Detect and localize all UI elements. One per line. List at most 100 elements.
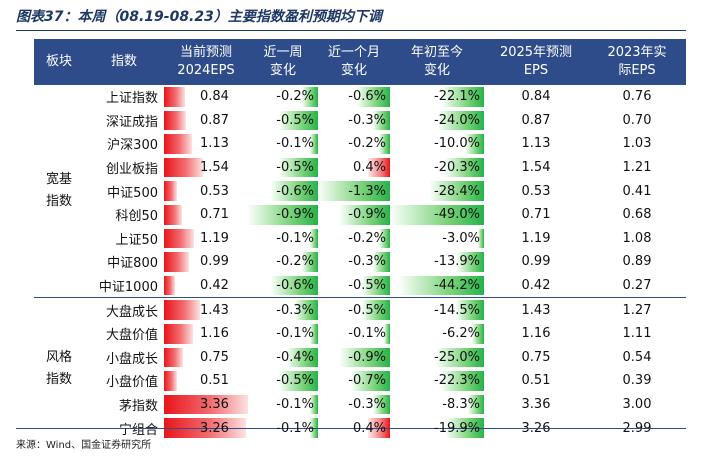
- eps-2025-value: 0.75: [521, 349, 551, 365]
- eps-forecast-table: 板块 指数 当前预测 2024EPS 近一周 变化 近一个月 变化 年初至今 变化 20…: [34, 39, 686, 440]
- eps-2025-value: 1.54: [521, 160, 551, 176]
- eps-bar: [164, 275, 175, 296]
- week-bar: [286, 347, 318, 368]
- cell-month: -0.2%: [318, 227, 390, 251]
- month-value: -0.3%: [348, 112, 386, 128]
- eps-2025-value: 0.53: [521, 183, 551, 199]
- cell-month: -0.1%: [318, 322, 390, 346]
- eps-value: 0.53: [200, 183, 229, 199]
- eps-2023-value: 0.27: [622, 278, 652, 294]
- week-value: -0.1%: [276, 397, 314, 413]
- ytd-bar: [436, 347, 484, 368]
- month-bar: [362, 275, 390, 296]
- ytd-value: -49.0%: [434, 207, 480, 223]
- ytd-value: -6.2%: [442, 326, 480, 342]
- eps-2025-value: 0.42: [521, 278, 551, 294]
- eps-value: 1.16: [200, 326, 229, 342]
- month-value: -0.9%: [348, 349, 386, 365]
- table-row: 大盘价值 1.16 -0.1% -0.1% -6.2% 1.16 1.11: [34, 322, 686, 346]
- ytd-value: -28.4%: [434, 183, 480, 199]
- week-bar: [271, 275, 318, 296]
- week-bar: [271, 181, 318, 201]
- week-bar: [310, 394, 318, 415]
- month-bar: [378, 228, 390, 249]
- eps-bar: [164, 110, 186, 131]
- eps-bar: [164, 204, 182, 225]
- source-note: 来源：Wind、国金证券研究所: [16, 440, 152, 451]
- cell-eps: 3.26: [164, 416, 248, 440]
- eps-2025-value: 0.99: [521, 254, 551, 270]
- eps-bar: [164, 252, 189, 272]
- ytd-bar: [437, 110, 484, 131]
- month-bar: [378, 134, 390, 154]
- group-label: 宽基 指数: [34, 85, 84, 298]
- bottom-rule: [16, 428, 686, 429]
- eps-2023-value: 0.89: [622, 254, 652, 270]
- cell-week: -0.5%: [248, 156, 318, 180]
- eps-bar: [164, 300, 200, 320]
- table-row: 中证1000 0.42 -0.6% -0.5% -44.2% 0.42 0.27: [34, 274, 686, 298]
- eps-2025-value: 0.84: [521, 89, 551, 105]
- eps-bar: [164, 323, 193, 344]
- eps-2025-value: 0.51: [521, 373, 551, 389]
- eps-2023-value: 0.54: [622, 349, 652, 365]
- eps-2023-value: 0.68: [622, 207, 652, 223]
- month-value: -0.7%: [348, 373, 386, 389]
- month-bar: [373, 110, 390, 131]
- week-value: -0.5%: [276, 160, 314, 176]
- cell-eps: 0.75: [164, 346, 248, 370]
- header-ytd-change: 年初至今 变化: [390, 39, 484, 85]
- ytd-value: -14.5%: [434, 302, 480, 318]
- ytd-bar: [468, 394, 484, 415]
- eps-2025-value: 1.16: [521, 326, 551, 342]
- header-eps-current: 当前预测 2024EPS: [164, 39, 248, 85]
- ytd-value: -3.0%: [442, 230, 480, 246]
- ytd-bar: [464, 134, 484, 154]
- eps-2023-value: 1.21: [622, 160, 652, 176]
- month-value: -0.2%: [348, 230, 386, 246]
- ytd-value: -22.1%: [434, 89, 480, 105]
- cell-eps: 0.84: [164, 85, 248, 109]
- index-name: 大盘价值: [105, 328, 158, 344]
- week-bar: [310, 323, 318, 344]
- eps-value: 0.42: [200, 278, 229, 294]
- table-row: 中证500 0.53 -0.6% -1.3% -28.4% 0.53 0.41: [34, 179, 686, 203]
- ytd-value: -20.3%: [434, 160, 480, 176]
- eps-bar: [164, 394, 248, 415]
- eps-2023-value: 1.11: [622, 326, 652, 342]
- ytd-bar: [472, 323, 484, 344]
- eps-value: 1.43: [200, 302, 229, 318]
- month-value: -0.3%: [348, 254, 386, 270]
- index-name: 小盘价值: [105, 375, 158, 391]
- cell-month: -0.3%: [318, 250, 390, 274]
- month-value: -0.6%: [348, 89, 386, 105]
- cell-eps: 1.43: [164, 297, 248, 322]
- ytd-value: -10.0%: [434, 136, 480, 152]
- ytd-bar: [445, 157, 484, 178]
- eps-2025-value: 0.87: [521, 112, 551, 128]
- cell-eps: 1.54: [164, 156, 248, 180]
- ytd-value: -44.2%: [434, 278, 480, 294]
- cell-ytd: -6.2%: [390, 322, 484, 346]
- table-row: 上证50 1.19 -0.1% -0.2% -3.0% 1.19 1.08: [34, 227, 686, 251]
- index-name: 大盘成长: [84, 297, 164, 322]
- eps-2023-value: 0.41: [622, 183, 652, 199]
- eps-2023-value: 1.03: [622, 136, 652, 152]
- header-row: 板块 指数 当前预测 2024EPS 近一周 变化 近一个月 变化 年初至今 变化 20…: [34, 39, 686, 85]
- index-name: 沪深300: [107, 138, 158, 154]
- table-row: 中证800 0.99 -0.2% -0.3% -13.9% 0.99 0.89: [34, 250, 686, 274]
- cell-ytd: -3.0%: [390, 227, 484, 251]
- index-name: 上证50: [115, 232, 158, 248]
- cell-month: 0.4%: [318, 156, 390, 180]
- week-value: -0.4%: [276, 349, 314, 365]
- month-bar: [384, 323, 390, 344]
- eps-value: 0.51: [200, 373, 229, 389]
- week-bar: [248, 204, 318, 225]
- cell-month: -0.5%: [318, 274, 390, 298]
- cell-eps: 0.99: [164, 250, 248, 274]
- cell-eps: 3.36: [164, 393, 248, 417]
- index-name: 科创50: [115, 209, 158, 225]
- week-value: -0.6%: [276, 183, 314, 199]
- eps-value: 0.84: [200, 89, 229, 105]
- index-name: 宁组合: [118, 422, 158, 438]
